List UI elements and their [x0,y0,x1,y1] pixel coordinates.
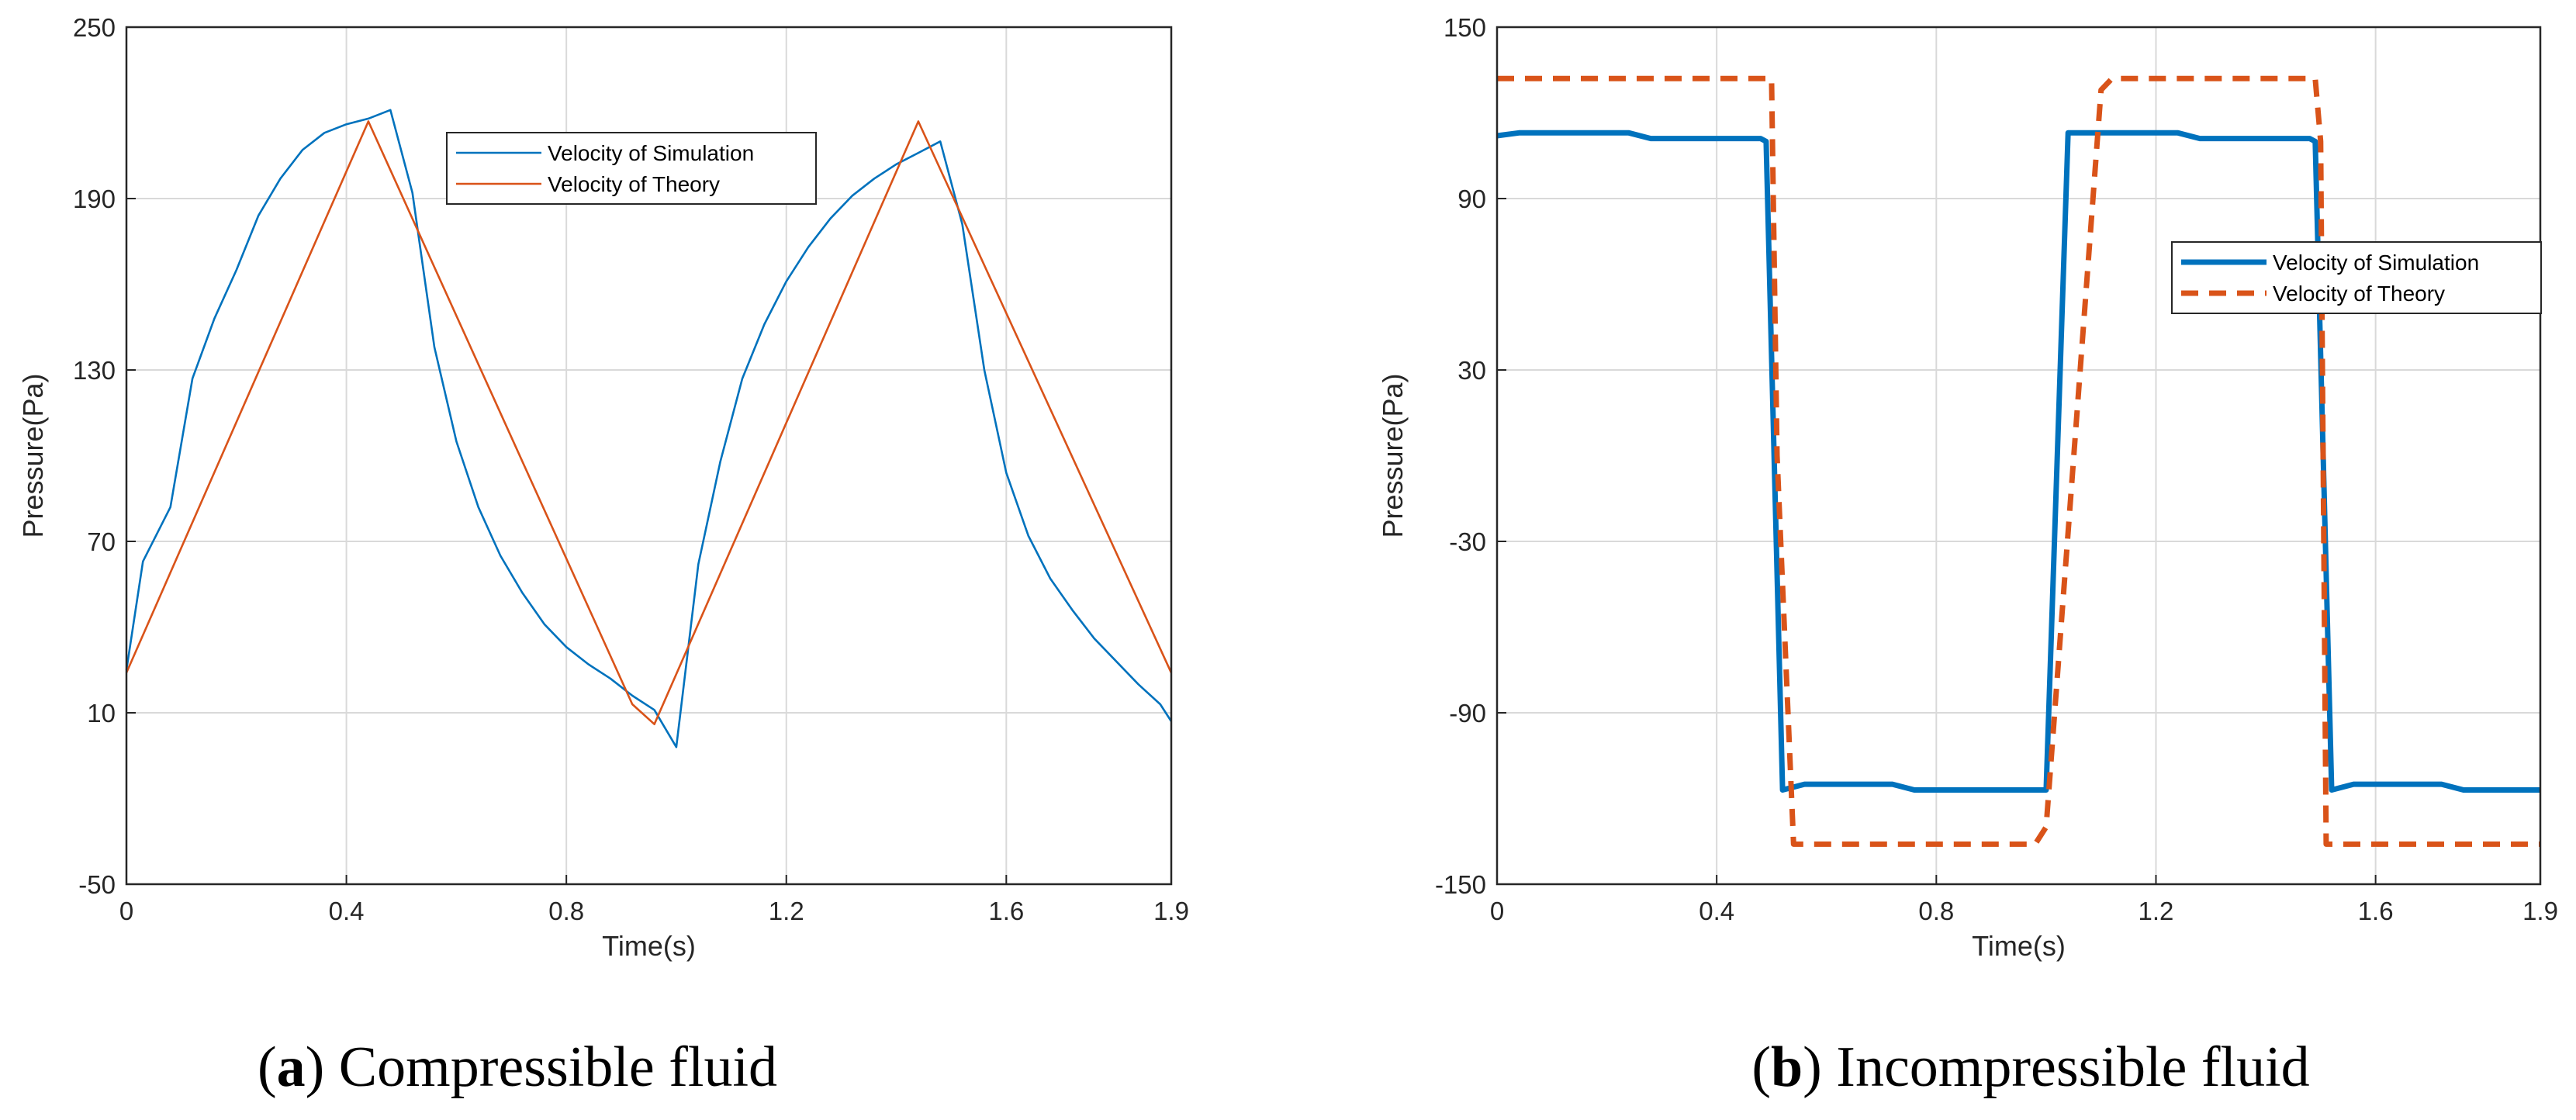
plot-area [1497,27,2540,884]
panel-b-incompressible: 0 0.4 0.8 1.2 1.6 1.9 -150 -90 -30 30 90 150 Time(s)… [1377,13,2558,1099]
legend-box [446,132,817,205]
legend-label: Velocity of Simulation [548,141,754,165]
y-tick-label: -30 [1449,527,1486,556]
legend-label: Velocity of Theory [2273,282,2445,306]
legend-box [2171,241,2542,314]
y-tick-label: 90 [1457,185,1486,213]
y-tick-label: -150 [1435,870,1486,899]
y-tick-label: 130 [73,356,116,385]
y-tick-label: 10 [87,699,116,728]
x-tick-label: 1.9 [2522,897,2558,925]
legend-label: Velocity of Theory [548,172,720,196]
y-tick-label: 250 [73,13,116,42]
x-tick-label: 0.4 [1699,897,1734,925]
y-tick-label: -50 [78,870,116,899]
x-tick-label: 1.2 [769,897,804,925]
y-tick-label: 190 [73,185,116,213]
series-line-simulation [125,109,1173,748]
x-axis-label: Time(s) [602,930,696,962]
y-axis-label: Pressure(Pa) [17,373,49,538]
legend-label: Velocity of Simulation [2273,251,2479,275]
panel-a-compressible: 0 0.4 0.8 1.2 1.6 1.9 -50 10 70 130 190 250 Time(s) P… [17,13,1189,1099]
y-tick-label: -90 [1449,699,1486,728]
x-axis-label: Time(s) [1972,930,2066,962]
x-tick-label: 1.2 [2139,897,2174,925]
x-tick-label: 0.8 [548,897,584,925]
x-tick-label: 0 [1490,897,1504,925]
x-tick-label: 1.6 [988,897,1024,925]
x-tick-label: 0.4 [329,897,365,925]
series-line-simulation [1496,130,2540,793]
x-tick-label: 1.6 [2358,897,2394,925]
panel-caption: (a) Compressible fluid [258,1035,777,1099]
y-tick-label: 70 [87,527,116,556]
axes-frame [125,26,1173,886]
legend: Velocity of Simulation Velocity of Theory [446,132,817,205]
axes-frame [1495,26,2542,886]
y-tick-label: 150 [1444,13,1486,42]
panel-caption: (b) Incompressible fluid [1751,1035,2309,1099]
series-line-theory [125,120,1173,726]
y-tick-label: 30 [1457,356,1486,385]
y-axis-label: Pressure(Pa) [1377,373,1409,538]
x-tick-label: 1.9 [1153,897,1189,925]
x-tick-label: 0 [119,897,133,925]
x-tick-label: 0.8 [1918,897,1954,925]
legend: Velocity of Simulation Velocity of Theory [2171,241,2542,314]
